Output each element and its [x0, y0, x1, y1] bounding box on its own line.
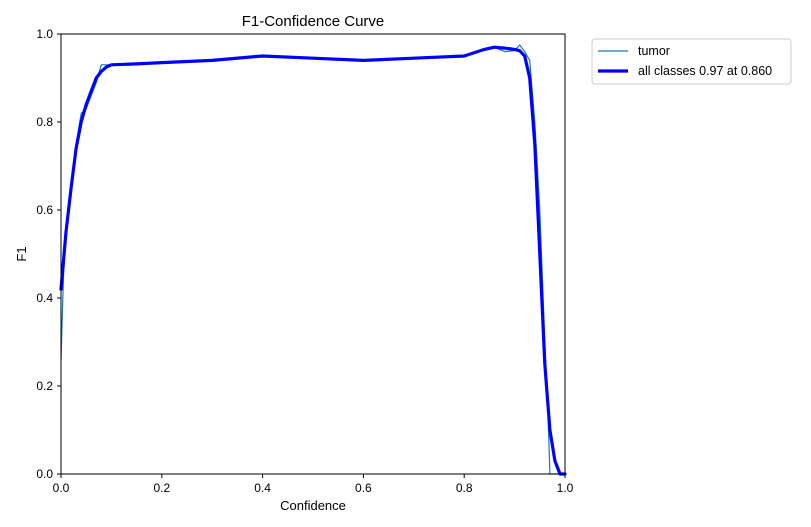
y-axis: 0.0 0.2 0.4 0.6 0.8 1.0 [36, 27, 61, 481]
legend-label-tumor: tumor [638, 44, 670, 58]
series-line-all-classes [59, 45, 567, 476]
legend-box [591, 38, 792, 85]
y-tick-label: 0.8 [36, 115, 53, 129]
legend-label-all-classes: all classes 0.97 at 0.860 [638, 64, 772, 78]
x-tick-label: 0.6 [355, 481, 372, 495]
legend: tumor all classes 0.97 at 0.860 [591, 38, 792, 85]
x-tick-label: 0.4 [254, 481, 271, 495]
plot-area [61, 34, 565, 474]
y-tick-label: 0.6 [36, 203, 53, 217]
y-tick-label: 0.2 [36, 379, 53, 393]
x-axis-label: Confidence [280, 498, 346, 513]
x-tick-label: 1.0 [557, 481, 574, 495]
y-axis-label: F1 [14, 246, 29, 261]
x-axis: 0.0 0.2 0.4 0.6 0.8 1.0 [53, 474, 574, 495]
y-tick-label: 1.0 [36, 27, 53, 41]
y-tick-label: 0.4 [36, 291, 53, 305]
series-group [59, 44, 567, 476]
x-tick-label: 0.2 [153, 481, 170, 495]
chart-title: F1-Confidence Curve [242, 13, 385, 30]
plot-frame [60, 33, 566, 475]
x-tick-label: 0.8 [456, 481, 473, 495]
y-tick-label: 0.0 [36, 467, 53, 481]
x-tick-label: 0.0 [53, 481, 70, 495]
